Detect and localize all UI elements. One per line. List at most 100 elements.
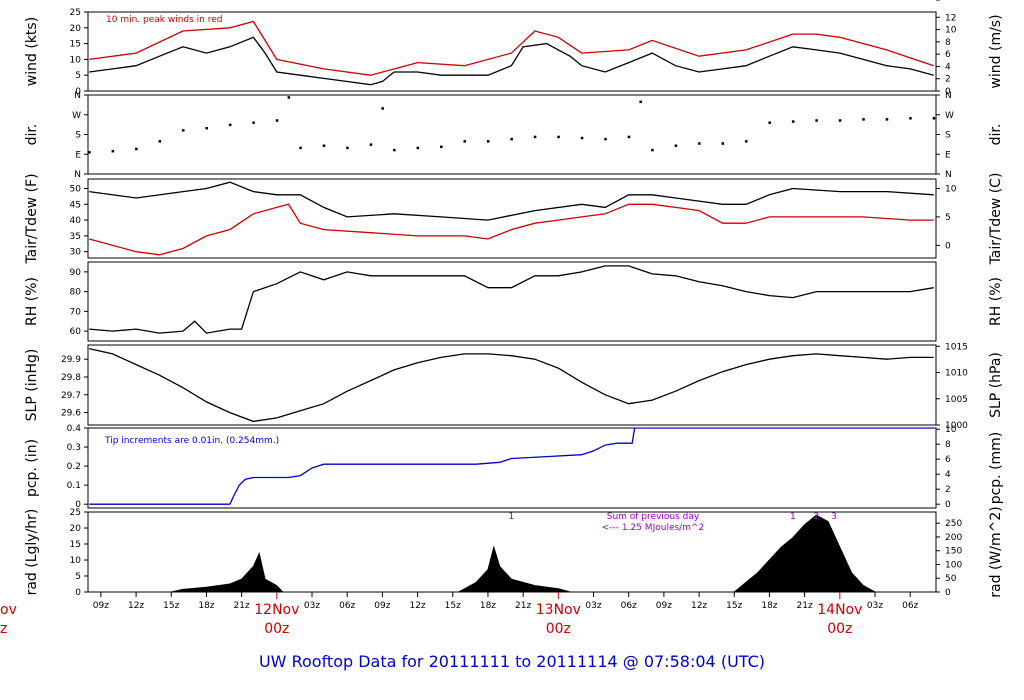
panel-pcp: pcp. (in) pcp. (mm) 0 0.1 0.2 0.3 0.4 0 2 4 6 8 10 Ti… xyxy=(24,424,1004,510)
wind-ytick-left-label: 15 xyxy=(70,40,81,50)
wind-ylabel-left: wind (kts) xyxy=(24,17,40,86)
rh-plot-area xyxy=(89,265,934,334)
x-tick-label: 06z xyxy=(339,601,355,611)
rad-rank-mark: 1 xyxy=(509,512,515,522)
dir-point xyxy=(815,119,818,122)
wind-ylabel-right: wind (m/s) xyxy=(988,14,1004,88)
temp-frame xyxy=(87,178,937,259)
wind-ytick-right-label: 12 xyxy=(945,13,956,23)
page-title: UW Rooftop Data for 20111111 to 20111114… xyxy=(259,652,765,671)
pcp-frame xyxy=(87,427,937,509)
x-tick-label: 09z xyxy=(656,601,672,611)
dir-point xyxy=(416,146,420,150)
dir-ytick-right-label: S xyxy=(945,131,951,141)
panel-rh: RH (%)RH (%)6070809060708090 xyxy=(24,0,1004,342)
dir-point xyxy=(135,147,138,151)
time-axis: 09z 12z 15z 18z 21z 03z 06z 09z 12z 15z 18z 21z 03z 0… xyxy=(0,592,919,637)
slp-series-0 xyxy=(89,347,934,423)
x-tick-label: 09z xyxy=(374,601,390,611)
rh-ylabel-left: RH (%) xyxy=(24,277,40,326)
x-tick-label: 03z xyxy=(585,601,601,611)
rh-ytick-left-label: 70 xyxy=(70,307,82,317)
temp-ytick-right-label: 5 xyxy=(945,213,951,223)
pcp-ytick-right-label: 8 xyxy=(945,440,951,450)
dir-ytick-left-label: N xyxy=(74,91,81,101)
pcp-ytick-right-label: 10 xyxy=(945,425,957,435)
rh-ytick-right-label: 90 xyxy=(945,0,957,3)
rad-annotation-line2: <--- 1.25 MJoules/m^2 xyxy=(602,523,704,533)
dir-point xyxy=(111,149,115,153)
rad-ylabel-right: rad (W/m^2) xyxy=(988,506,1004,597)
wind-ytick-right-label: 10 xyxy=(945,26,957,36)
wind-frame xyxy=(87,11,937,92)
dir-point xyxy=(885,118,889,121)
x-tick-label: 03z xyxy=(304,601,320,611)
temp-ytick-left-label: 50 xyxy=(70,184,82,194)
wind-ytick-left-label: 20 xyxy=(70,24,82,34)
dir-point xyxy=(346,146,349,150)
rh-ytick-right-label: 70 xyxy=(945,0,957,3)
wind-ytick-right-label: 2 xyxy=(945,75,951,85)
x-tick-label: 06z xyxy=(621,601,637,611)
dir-ylabel-left: dir. xyxy=(24,124,40,146)
x-tick-label: 12z xyxy=(409,601,425,611)
x-tick-label: 15z xyxy=(726,601,742,611)
rh-ylabel-right: RH (%) xyxy=(988,277,1004,326)
wind-annotation: 10 min. peak winds in red xyxy=(106,15,223,25)
dir-ytick-right-label: W xyxy=(945,111,954,121)
temp-ytick-left-label: 35 xyxy=(70,232,81,242)
panel-temp: Tair/Tdew (F) Tair/Tdew (C) 30 35 40 45 50 0 5 10 xyxy=(24,173,1004,266)
x-tick-label: 21z xyxy=(797,601,813,611)
slp-ytick-right-label: 1005 xyxy=(945,395,968,405)
dir-point xyxy=(158,140,162,143)
dir-point xyxy=(698,142,701,145)
rh-ytick-right-label: 80 xyxy=(945,0,957,3)
dir-point xyxy=(463,140,466,143)
dir-point xyxy=(604,137,607,141)
wind-ytick-left-label: 0 xyxy=(75,87,81,97)
temp-series-1 xyxy=(89,203,934,256)
rad-ytick-right-label: 250 xyxy=(945,519,962,529)
day-label: 13Nov xyxy=(536,602,581,618)
pcp-plot-area xyxy=(89,428,934,505)
dir-point xyxy=(557,135,560,139)
dir-point xyxy=(322,144,326,147)
dir-point xyxy=(486,140,490,143)
x-tick-label: 18z xyxy=(761,601,777,611)
rad-rank-mark: 3 xyxy=(831,512,837,522)
pcp-ytick-right-label: 0 xyxy=(945,500,951,510)
rad-ytick-right-label: 50 xyxy=(945,574,957,584)
dir-point xyxy=(88,151,91,154)
panel-slp: SLP (inHg) SLP (hPa) 29.6 29.7 29.8 29.9 1000 1… xyxy=(24,342,1004,431)
slp-ytick-right-label: 1000 xyxy=(945,421,968,431)
wind-ytick-right-label: 6 xyxy=(945,50,951,60)
slp-ytick-left-label: 29.7 xyxy=(61,391,81,401)
dir-ytick-right-label: N xyxy=(945,170,952,180)
day-label: 12Nov xyxy=(254,602,299,618)
slp-ytick-left-label: 29.9 xyxy=(61,355,81,365)
dir-point xyxy=(838,119,842,122)
wind-ytick-right-label: 4 xyxy=(945,62,951,72)
rad-annotation-line1: Sum of previous day xyxy=(607,512,700,522)
slp-plot-area xyxy=(89,347,934,423)
x-tick-label: 18z xyxy=(480,601,496,611)
dir-ytick-right-label: N xyxy=(945,91,952,101)
pcp-series-0 xyxy=(89,428,934,505)
temp-ylabel-right: Tair/Tdew (C) xyxy=(988,173,1004,266)
pcp-ytick-right-label: 6 xyxy=(945,455,951,465)
dir-point xyxy=(932,117,936,120)
x-tick-label: 03z xyxy=(867,601,883,611)
panel-wind: wind (kts) wind (m/s) 0 5 10 15 20 25 0 2 4 6 8 10 12 1… xyxy=(24,8,1004,97)
wind-ytick-left-label: 10 xyxy=(70,55,82,65)
rh-ytick-left-label: 60 xyxy=(70,327,82,337)
temp-ytick-left-label: 40 xyxy=(70,216,82,226)
x-tick-label: 21z xyxy=(515,601,531,611)
rad-ytick-left-label: 5 xyxy=(75,572,81,582)
dir-point xyxy=(275,119,279,122)
rad-series-0 xyxy=(171,514,876,592)
pcp-ytick-left-label: 0.2 xyxy=(67,462,81,472)
x-tick-label: 21z xyxy=(234,601,250,611)
rad-ytick-left-label: 20 xyxy=(70,524,82,534)
